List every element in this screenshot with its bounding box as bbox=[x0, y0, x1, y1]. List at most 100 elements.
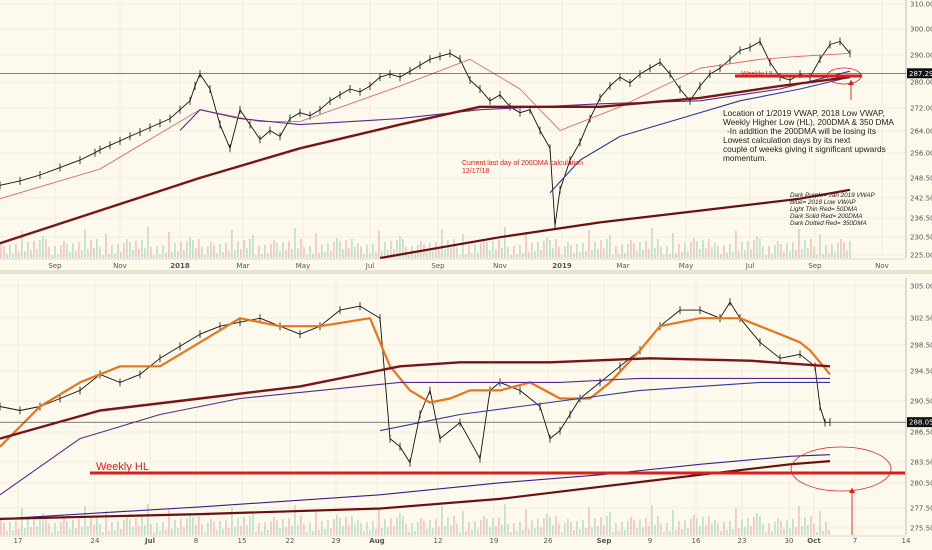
x-tick-label: 9 bbox=[648, 537, 652, 545]
volume-bar bbox=[771, 254, 773, 258]
calc-line-1: Current last day of 200DMA calculation bbox=[462, 160, 583, 167]
volume-bar bbox=[732, 252, 734, 258]
volume-bar bbox=[792, 242, 794, 258]
volume-bar bbox=[642, 250, 644, 258]
volume-bar bbox=[525, 232, 527, 258]
y-tick-label: 242.50 bbox=[910, 195, 932, 203]
volume-bar bbox=[54, 246, 56, 258]
volume-bars bbox=[0, 504, 830, 535]
volume-bar bbox=[759, 239, 761, 258]
volume-bar bbox=[291, 526, 293, 535]
volume-bar bbox=[156, 246, 158, 258]
y-tick-label: 256.00 bbox=[910, 150, 932, 158]
volume-bar bbox=[165, 530, 167, 535]
volume-bar bbox=[57, 531, 59, 535]
volume-bar bbox=[108, 531, 110, 535]
volume-bar bbox=[90, 517, 92, 535]
x-tick-label: 23 bbox=[738, 537, 747, 545]
volume-bar bbox=[750, 249, 752, 258]
x-tick-label: 19 bbox=[490, 537, 499, 545]
volume-bar bbox=[228, 251, 230, 258]
volume-bar bbox=[621, 245, 623, 258]
volume-bar bbox=[183, 250, 185, 258]
volume-bar bbox=[402, 239, 404, 258]
bottom-panel: 305.00 302.50 298.50 294.50 290.50 286.50 283.… bbox=[0, 278, 932, 545]
series-line-4 bbox=[0, 75, 851, 245]
volume-bar bbox=[258, 523, 260, 535]
volume-bar bbox=[627, 521, 629, 535]
volume-bar bbox=[117, 521, 119, 535]
volume-bar bbox=[114, 530, 116, 535]
volume-bar bbox=[666, 523, 668, 535]
volume-bar bbox=[399, 236, 401, 258]
volume-bar bbox=[231, 230, 233, 258]
volume-bar bbox=[144, 525, 146, 535]
volume-bar bbox=[714, 243, 716, 258]
volume-bar bbox=[84, 506, 86, 535]
note-line-6: momentum. bbox=[723, 153, 767, 163]
volume-bar bbox=[762, 524, 764, 535]
volume-bar bbox=[6, 531, 8, 535]
volume-bar bbox=[366, 245, 368, 258]
volume-bar bbox=[633, 243, 635, 258]
volume-bar bbox=[504, 227, 506, 258]
volume-bar bbox=[213, 245, 215, 258]
volume-bar bbox=[540, 527, 542, 535]
volume-bar bbox=[546, 237, 548, 258]
volume-bar bbox=[273, 240, 275, 258]
volume-bar bbox=[324, 252, 326, 258]
volume-bar bbox=[465, 531, 467, 535]
volume-bar bbox=[42, 513, 44, 535]
volume-bar bbox=[69, 529, 71, 535]
volume-bar bbox=[45, 239, 47, 258]
volume-bar bbox=[534, 251, 536, 258]
volume-bar bbox=[558, 247, 560, 258]
volume-bar bbox=[21, 508, 23, 535]
volume-bar bbox=[24, 251, 26, 258]
volume-bar bbox=[87, 526, 89, 535]
volume-bar bbox=[39, 240, 41, 258]
volume-bar bbox=[453, 516, 455, 535]
volume-bar bbox=[27, 242, 29, 258]
volume-bar bbox=[309, 523, 311, 535]
volume-bar bbox=[12, 253, 14, 258]
volume-bar bbox=[426, 252, 428, 258]
volume-bar bbox=[396, 240, 398, 258]
volume-bar bbox=[429, 520, 431, 535]
volume-bar bbox=[795, 250, 797, 258]
volume-bar bbox=[207, 246, 209, 258]
volume-bar bbox=[405, 524, 407, 535]
volume-bar bbox=[849, 241, 851, 258]
volume-bar bbox=[699, 526, 701, 535]
x-tick-label: 16 bbox=[692, 537, 701, 545]
volume-bar bbox=[564, 523, 566, 535]
volume-bar bbox=[477, 252, 479, 258]
volume-bar bbox=[294, 228, 296, 258]
volume-bar bbox=[357, 243, 359, 258]
volume-bar bbox=[690, 242, 692, 258]
volume-bar bbox=[192, 517, 194, 535]
volume-bar bbox=[609, 512, 611, 535]
volume-bar bbox=[306, 255, 308, 258]
volume-bar bbox=[438, 527, 440, 535]
panel-separator bbox=[0, 270, 932, 274]
volume-bar bbox=[303, 247, 305, 258]
x-tick-label: 22 bbox=[286, 537, 295, 545]
legend-item-blue: Blue= 2018 Low VWAP bbox=[790, 199, 856, 206]
y-tick-label: 300.00 bbox=[910, 26, 932, 34]
volume-bar bbox=[444, 526, 446, 535]
volume-bar bbox=[60, 522, 62, 535]
x-tick-label: Mar bbox=[236, 262, 249, 270]
volume-bar bbox=[150, 247, 152, 258]
volume-bar bbox=[318, 530, 320, 535]
volume-bar bbox=[447, 517, 449, 535]
volume-bar bbox=[138, 526, 140, 535]
volume-bar bbox=[771, 531, 773, 535]
volume-bar bbox=[498, 240, 500, 258]
volume-bar bbox=[372, 244, 374, 258]
volume-bar bbox=[582, 520, 584, 535]
volume-bar bbox=[831, 244, 833, 258]
volume-bar bbox=[282, 519, 284, 535]
volume-bar bbox=[480, 243, 482, 258]
